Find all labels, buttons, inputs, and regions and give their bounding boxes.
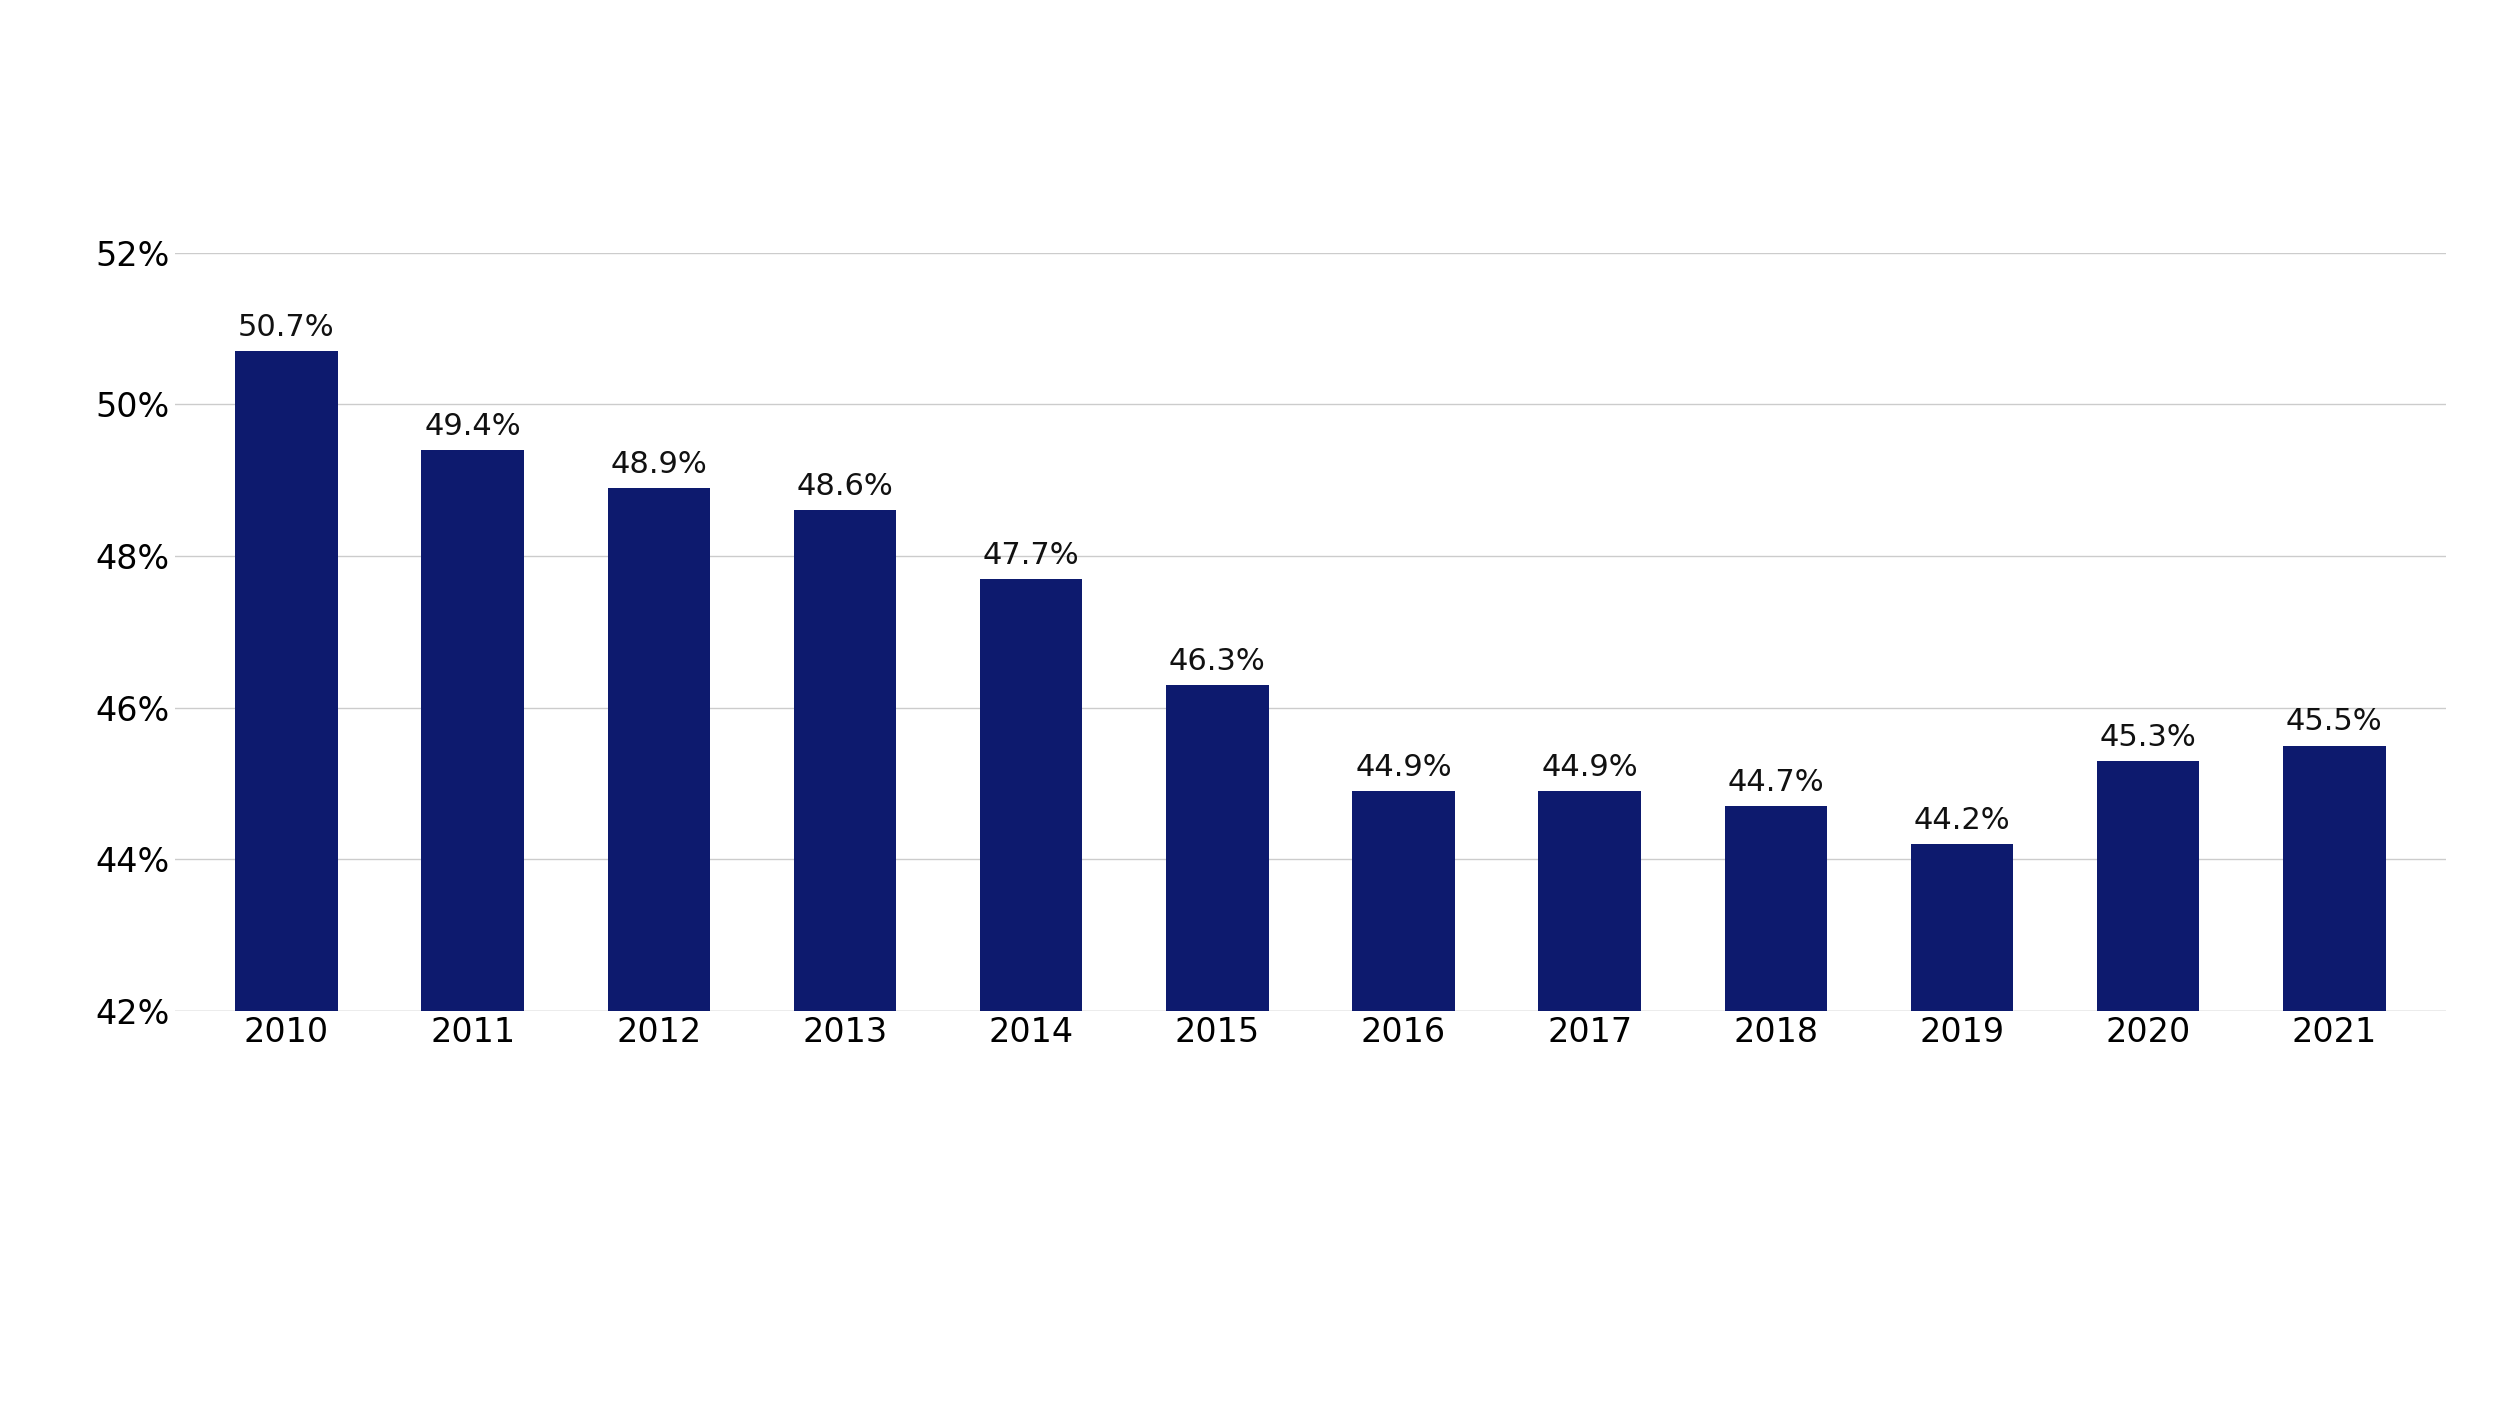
Bar: [235, 351, 337, 1011]
Text: 50.7%: 50.7%: [237, 313, 334, 343]
Text: 44.2%: 44.2%: [1914, 806, 2009, 835]
Bar: [1166, 685, 1268, 1011]
Bar: [1538, 790, 1640, 1011]
Text: 48.9%: 48.9%: [612, 449, 706, 479]
Text: 44.9%: 44.9%: [1355, 753, 1453, 782]
Text: 46.3%: 46.3%: [1168, 647, 1265, 675]
Text: 45.3%: 45.3%: [2099, 723, 2196, 751]
Bar: [794, 511, 896, 1011]
Bar: [981, 578, 1083, 1011]
Bar: [607, 487, 709, 1011]
Text: 44.7%: 44.7%: [1727, 768, 1825, 797]
Bar: [2284, 746, 2386, 1011]
Text: 49.4%: 49.4%: [424, 411, 522, 441]
Bar: [1912, 844, 2014, 1011]
Text: 45.5%: 45.5%: [2286, 708, 2384, 737]
Bar: [1725, 806, 1827, 1011]
Bar: [2097, 761, 2199, 1011]
Bar: [1353, 790, 1455, 1011]
Text: 48.6%: 48.6%: [796, 472, 894, 501]
Bar: [422, 449, 524, 1011]
Text: 44.9%: 44.9%: [1543, 753, 1637, 782]
Text: 47.7%: 47.7%: [983, 541, 1078, 570]
